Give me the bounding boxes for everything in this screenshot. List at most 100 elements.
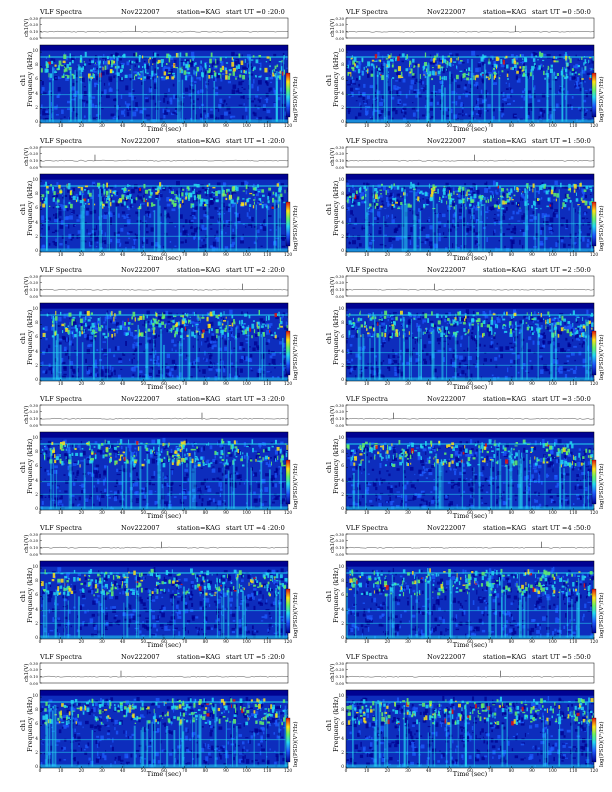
x-tick-label: 50 [140,511,147,516]
header-station: station=KAG [177,395,221,403]
y-tick-label: 6 [35,593,38,599]
top-tick-label: 0.00 [29,551,38,557]
x-tick-label: 0 [38,769,42,774]
waveform-trace [345,417,595,420]
header-start-time: 1 :20:0 [261,137,285,145]
colorbar [285,717,291,763]
y-tick-label: 2 [35,105,38,111]
header-date: Nov222007 [427,653,466,661]
y-tick-label: 0 [341,765,344,770]
colorbar [285,459,291,505]
colorbar [591,330,597,376]
x-tick-label: 70 [487,769,494,774]
x-tick-label: 110 [569,511,578,516]
x-tick-label: 100 [242,640,251,645]
x-tick-label: 0 [344,511,348,516]
x-tick-label: 90 [529,253,535,258]
top-tick-label: 0.30 [335,144,344,150]
top-tick-label: 0.00 [335,35,344,41]
x-tick-label: 40 [119,253,126,258]
x-tick-label: 10 [57,640,64,645]
header-start-prefix: start UT = [226,395,262,403]
spectrogram-plot [39,662,291,769]
header-title: VLF Spectra [346,395,388,403]
x-tick-label: 0 [38,511,42,516]
x-tick-label: 70 [181,382,188,387]
header-start-time: 5 :20:0 [261,653,285,661]
top-tick-label: 0.20 [29,280,38,286]
x-tick-label: 110 [569,640,578,645]
x-tick-label: 10 [363,124,370,129]
spectrogram-image [346,561,594,639]
x-tick-label: 0 [38,124,42,129]
colorbar [591,588,597,634]
x-tick-label: 50 [140,769,147,774]
y-tick-label: 8 [35,708,38,714]
colorbar [285,201,291,247]
x-tick-label: 70 [487,253,494,258]
x-tick-label: 100 [242,382,251,387]
x-tick-label: 80 [508,253,515,258]
header-start-prefix: start UT = [532,395,568,403]
x-tick-label: 30 [405,124,411,129]
y-tick-label: 10 [338,178,344,184]
waveform-trace [39,546,289,549]
y-tick-label: 4 [341,736,344,742]
waveform-trace [39,675,289,678]
x-tick-label: 120 [589,124,599,129]
x-tick-label: 50 [140,124,147,129]
header-station: station=KAG [177,266,221,274]
header-title: VLF Spectra [40,395,82,403]
header-start: start UT =5 :20:0 [226,652,285,662]
x-tick-label: 80 [202,769,209,774]
header-start-prefix: start UT = [226,266,262,274]
x-tick-label: 60 [161,253,167,258]
x-tick-label: 0 [344,640,348,645]
x-tick-label: 60 [467,511,473,516]
x-tick-label: 70 [181,124,188,129]
x-tick-label: 30 [99,124,105,129]
header-station: station=KAG [177,524,221,532]
y-tick-label: 6 [35,335,38,341]
top-tick-label: 0.10 [29,673,38,679]
spectrogram-panel: VLF Spectra Nov222007 station=KAG start UT … [306,134,612,263]
colorbar [591,717,597,763]
y-tick-label: 8 [35,579,38,585]
x-axis-label: Time (sec) [146,641,182,649]
header-date: Nov222007 [121,8,160,16]
y-tick-label: 10 [338,436,344,442]
x-tick-label: 90 [529,511,535,516]
top-tick-label: 0.10 [335,28,344,34]
x-tick-label: 0 [344,124,348,129]
x-tick-label: 110 [569,769,578,774]
x-tick-label: 110 [569,124,578,129]
x-tick-label: 90 [223,124,229,129]
top-tick-label: 0.20 [335,538,344,544]
top-tick-label: 0.20 [29,667,38,673]
spectrogram-image [346,690,594,768]
x-tick-label: 30 [405,511,411,516]
x-tick-label: 30 [99,253,105,258]
header-start: start UT =0 :50:0 [532,7,591,17]
x-axis-label: Time (sec) [452,512,488,520]
y-tick-label: 4 [35,220,38,226]
top-tick-label: 0.20 [335,22,344,28]
x-tick-label: 120 [283,640,293,645]
header-title: VLF Spectra [346,266,388,274]
top-tick-label: 0.00 [29,422,38,428]
x-tick-label: 90 [223,769,229,774]
header-start: start UT =0 :20:0 [226,7,285,17]
x-tick-label: 100 [242,253,251,258]
y-tick-label: 0 [341,120,344,125]
x-tick-label: 110 [263,769,272,774]
spectrogram-panel: VLF Spectra Nov222007 station=KAG start UT … [0,5,306,134]
x-tick-label: 30 [405,253,411,258]
x-axis-label: Time (sec) [452,383,488,391]
header-start-time: 4 :20:0 [261,524,285,532]
x-tick-label: 60 [161,640,167,645]
y-tick-label: 6 [35,77,38,83]
x-tick-label: 60 [161,382,167,387]
x-tick-label: 30 [99,382,105,387]
header-station: station=KAG [177,137,221,145]
y-tick-label: 6 [35,722,38,728]
